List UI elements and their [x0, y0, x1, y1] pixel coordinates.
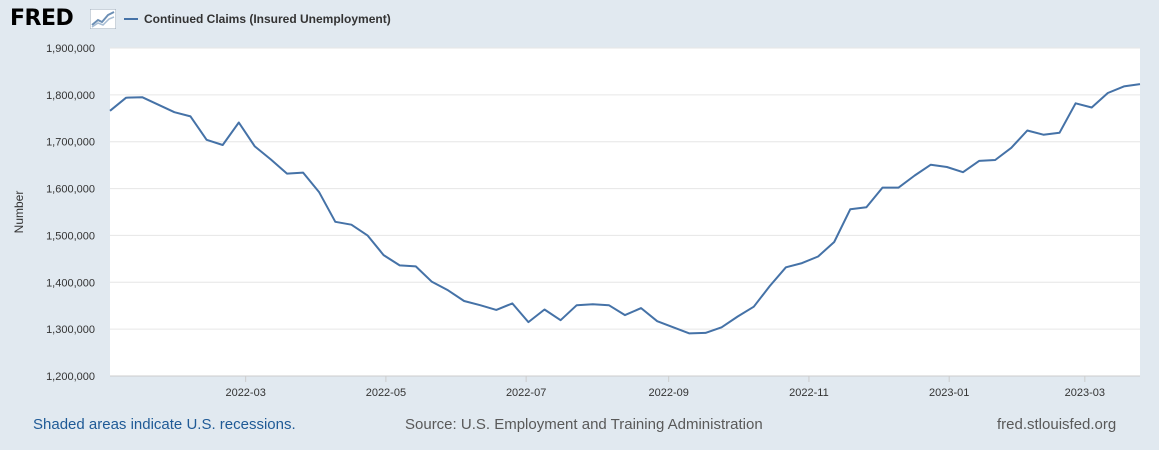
data-point[interactable] — [284, 171, 290, 177]
y-axis-label: Number — [12, 191, 26, 234]
y-axis: 1,200,000 1,300,000 1,400,000 1,500,000 1,60… — [46, 43, 95, 383]
data-point[interactable] — [976, 158, 982, 164]
fred-chart-logo-icon — [90, 9, 116, 29]
data-point[interactable] — [365, 232, 371, 238]
data-point[interactable] — [1121, 83, 1127, 89]
data-point[interactable] — [429, 279, 435, 285]
x-tick-label: 2022-07 — [506, 387, 546, 399]
data-point[interactable] — [525, 319, 531, 325]
data-point[interactable] — [220, 142, 226, 148]
x-tick-label: 2023-03 — [1065, 387, 1105, 399]
data-point[interactable] — [542, 307, 548, 313]
data-point[interactable] — [1057, 130, 1063, 136]
data-point[interactable] — [332, 219, 338, 225]
data-point[interactable] — [703, 330, 709, 336]
y-tick-label: 1,500,000 — [46, 230, 95, 242]
x-tick-label: 2022-09 — [648, 387, 688, 399]
y-tick-label: 1,600,000 — [46, 184, 95, 196]
data-point[interactable] — [171, 109, 177, 115]
x-tick-label: 2022-11 — [789, 387, 829, 399]
chart-header: FRED Continued Claims (Insured Unemploym… — [0, 0, 1159, 40]
x-tick-label: 2022-05 — [366, 387, 406, 399]
data-point[interactable] — [751, 304, 757, 310]
data-point[interactable] — [1024, 128, 1030, 134]
data-point[interactable] — [493, 307, 499, 313]
grid-lines — [110, 47, 1140, 377]
data-point[interactable] — [445, 287, 451, 293]
recessions-note[interactable]: Shaded areas indicate U.S. recessions. — [33, 416, 296, 433]
fred-logo[interactable]: FRED — [10, 6, 74, 31]
data-point[interactable] — [912, 173, 918, 179]
data-point[interactable] — [397, 262, 403, 268]
legend-swatch — [124, 18, 138, 20]
data-point[interactable] — [381, 252, 387, 258]
data-point[interactable] — [1089, 105, 1095, 111]
data-point[interactable] — [413, 263, 419, 269]
data-point[interactable] — [847, 206, 853, 212]
data-point[interactable] — [992, 157, 998, 163]
data-point[interactable] — [123, 95, 129, 101]
data-point[interactable] — [767, 283, 773, 289]
data-point[interactable] — [1008, 145, 1014, 151]
data-point[interactable] — [477, 302, 483, 308]
series-line[interactable] — [109, 83, 1141, 335]
plot-area — [110, 48, 1140, 376]
data-point[interactable] — [670, 324, 676, 330]
data-point[interactable] — [686, 330, 692, 336]
x-tick-label: 2023-01 — [929, 387, 969, 399]
data-point[interactable] — [316, 189, 322, 195]
data-point[interactable] — [735, 314, 741, 320]
y-tick-label: 1,700,000 — [46, 137, 95, 149]
data-point[interactable] — [558, 317, 564, 323]
data-point[interactable] — [1105, 90, 1111, 96]
data-point[interactable] — [139, 94, 145, 100]
data-point[interactable] — [107, 108, 113, 114]
line-chart: 1,200,000 1,300,000 1,400,000 1,500,000 1,60… — [12, 43, 1143, 399]
data-point[interactable] — [252, 143, 258, 149]
data-point[interactable] — [638, 305, 644, 311]
data-point[interactable] — [960, 169, 966, 175]
data-point[interactable] — [783, 264, 789, 270]
data-point[interactable] — [896, 185, 902, 191]
data-point[interactable] — [236, 120, 242, 126]
data-point[interactable] — [1040, 132, 1046, 138]
data-point[interactable] — [622, 312, 628, 318]
data-point[interactable] — [719, 324, 725, 330]
data-point[interactable] — [863, 204, 869, 210]
data-point[interactable] — [204, 137, 210, 143]
y-tick-label: 1,300,000 — [46, 324, 95, 336]
data-point[interactable] — [590, 301, 596, 307]
data-point[interactable] — [461, 298, 467, 304]
data-point[interactable] — [654, 318, 660, 324]
data-point[interactable] — [188, 113, 194, 119]
data-point[interactable] — [831, 239, 837, 245]
data-point[interactable] — [268, 157, 274, 163]
legend[interactable]: Continued Claims (Insured Unemployment) — [124, 12, 391, 26]
data-point[interactable] — [509, 300, 515, 306]
x-axis: 2022-03 2022-05 2022-07 2022-09 2022-11 2023-… — [110, 375, 1140, 399]
site-link[interactable]: fred.stlouisfed.org — [997, 416, 1117, 433]
data-point[interactable] — [155, 102, 161, 108]
legend-label: Continued Claims (Insured Unemployment) — [144, 12, 391, 26]
y-tick-label: 1,800,000 — [46, 90, 95, 102]
data-point[interactable] — [574, 302, 580, 308]
data-point[interactable] — [606, 302, 612, 308]
source-text: Source: U.S. Employment and Training Adm… — [405, 416, 763, 433]
data-point[interactable] — [815, 254, 821, 260]
y-tick-label: 1,200,000 — [46, 371, 95, 383]
x-tick-label: 2022-03 — [225, 387, 265, 399]
data-point[interactable] — [880, 185, 886, 191]
data-point[interactable] — [799, 260, 805, 266]
y-tick-label: 1,400,000 — [46, 277, 95, 289]
data-point[interactable] — [1073, 100, 1079, 106]
data-point[interactable] — [928, 162, 934, 168]
data-point[interactable] — [944, 164, 950, 170]
data-point[interactable] — [1137, 81, 1143, 87]
data-point[interactable] — [300, 170, 306, 176]
data-point[interactable] — [348, 222, 354, 228]
y-tick-label: 1,900,000 — [46, 43, 95, 55]
